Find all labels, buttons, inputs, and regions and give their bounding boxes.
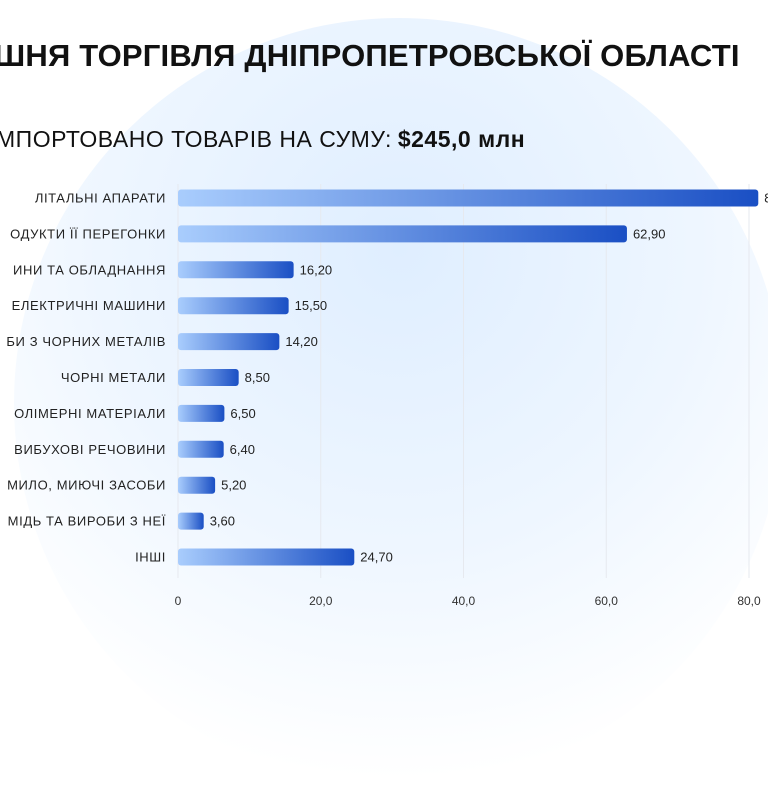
subtitle-amount: $245,0 млн <box>397 126 526 152</box>
bar <box>178 369 239 386</box>
value-label: 24,70 <box>360 550 393 565</box>
bar-row: МІДЬ ТА ВИРОБИ З НЕЇ 3,60 <box>8 512 235 530</box>
chart-subtitle: МПОРТОВАНО ТОВАРІВ НА СУМУ: $245,0 млн <box>0 126 525 153</box>
category-label: ОЛІМЕРНІ МАТЕРІАЛИ <box>14 406 166 421</box>
bar-row: ІНШІ 24,70 <box>135 548 393 566</box>
x-tick-label: 60,0 <box>595 594 619 608</box>
bars: ЛІТАЛЬНІ АПАРАТИ 81 ОДУКТИ ЇЇ ПЕРЕГОНКИ 62,… <box>6 189 768 566</box>
value-label: 62,90 <box>633 226 666 241</box>
category-label: МІДЬ ТА ВИРОБИ З НЕЇ <box>8 514 166 529</box>
x-tick-label: 0 <box>175 594 182 608</box>
bar-row: ЕЛЕКТРИЧНІ МАШИНИ 15,50 <box>12 297 328 315</box>
chart-title: ШНЯ ТОРГІВЛЯ ДНІПРОПЕТРОВСЬКОЇ ОБЛАСТІ <box>0 38 740 73</box>
category-label: МИЛО, МИЮЧІ ЗАСОБИ <box>7 478 166 493</box>
value-label: 8,50 <box>245 370 270 385</box>
bar-row: ЧОРНІ МЕТАЛИ 8,50 <box>61 369 270 386</box>
value-label: 3,60 <box>210 514 235 529</box>
value-label: 16,20 <box>300 262 333 277</box>
value-label: 14,20 <box>285 334 318 349</box>
subtitle-prefix: МПОРТОВАНО ТОВАРІВ НА СУМУ: <box>0 126 392 152</box>
value-label: 6,40 <box>230 442 255 457</box>
value-label: 5,20 <box>221 478 246 493</box>
value-label: 6,50 <box>230 406 255 421</box>
category-label: ОДУКТИ ЇЇ ПЕРЕГОНКИ <box>10 226 166 241</box>
category-label: ЕЛЕКТРИЧНІ МАШИНИ <box>12 298 166 313</box>
bar <box>178 225 627 243</box>
bar-chart: ЛІТАЛЬНІ АПАРАТИ 81 ОДУКТИ ЇЇ ПЕРЕГОНКИ 62,… <box>6 184 768 608</box>
bar <box>178 476 216 494</box>
x-tick-label: 40,0 <box>452 594 476 608</box>
bar <box>178 548 355 566</box>
value-label: 15,50 <box>295 298 328 313</box>
bar <box>178 440 224 458</box>
bar <box>178 333 280 351</box>
x-tick-label: 20,0 <box>309 594 333 608</box>
category-label: БИ З ЧОРНИХ МЕТАЛІВ <box>6 334 166 349</box>
bar <box>178 297 289 315</box>
bar-row: БИ З ЧОРНИХ МЕТАЛІВ 14,20 <box>6 333 318 351</box>
bar-row: ВИБУХОВІ РЕЧОВИНИ 6,40 <box>14 440 255 458</box>
bar-row: ЛІТАЛЬНІ АПАРАТИ 81 <box>35 189 768 207</box>
category-label: ЛІТАЛЬНІ АПАРАТИ <box>35 191 166 206</box>
bar <box>178 189 759 207</box>
bar-row: ОДУКТИ ЇЇ ПЕРЕГОНКИ 62,90 <box>10 225 666 243</box>
category-label: ІНШІ <box>135 550 166 565</box>
value-label: 81 <box>764 191 768 206</box>
x-axis: 0 20,0 40,0 60,0 80,0 <box>175 594 761 608</box>
bar <box>178 261 294 279</box>
category-label: ИНИ ТА ОБЛАДНАННЯ <box>13 262 166 277</box>
bar-row: ИНИ ТА ОБЛАДНАННЯ 16,20 <box>13 261 333 279</box>
bar <box>178 512 204 530</box>
category-label: ЧОРНІ МЕТАЛИ <box>61 370 166 385</box>
bar <box>178 404 225 422</box>
bar-row: ОЛІМЕРНІ МАТЕРІАЛИ 6,50 <box>14 404 256 422</box>
background-circle <box>14 18 768 788</box>
x-tick-label: 80,0 <box>737 594 761 608</box>
bar-row: МИЛО, МИЮЧІ ЗАСОБИ 5,20 <box>7 476 246 494</box>
category-label: ВИБУХОВІ РЕЧОВИНИ <box>14 442 166 457</box>
